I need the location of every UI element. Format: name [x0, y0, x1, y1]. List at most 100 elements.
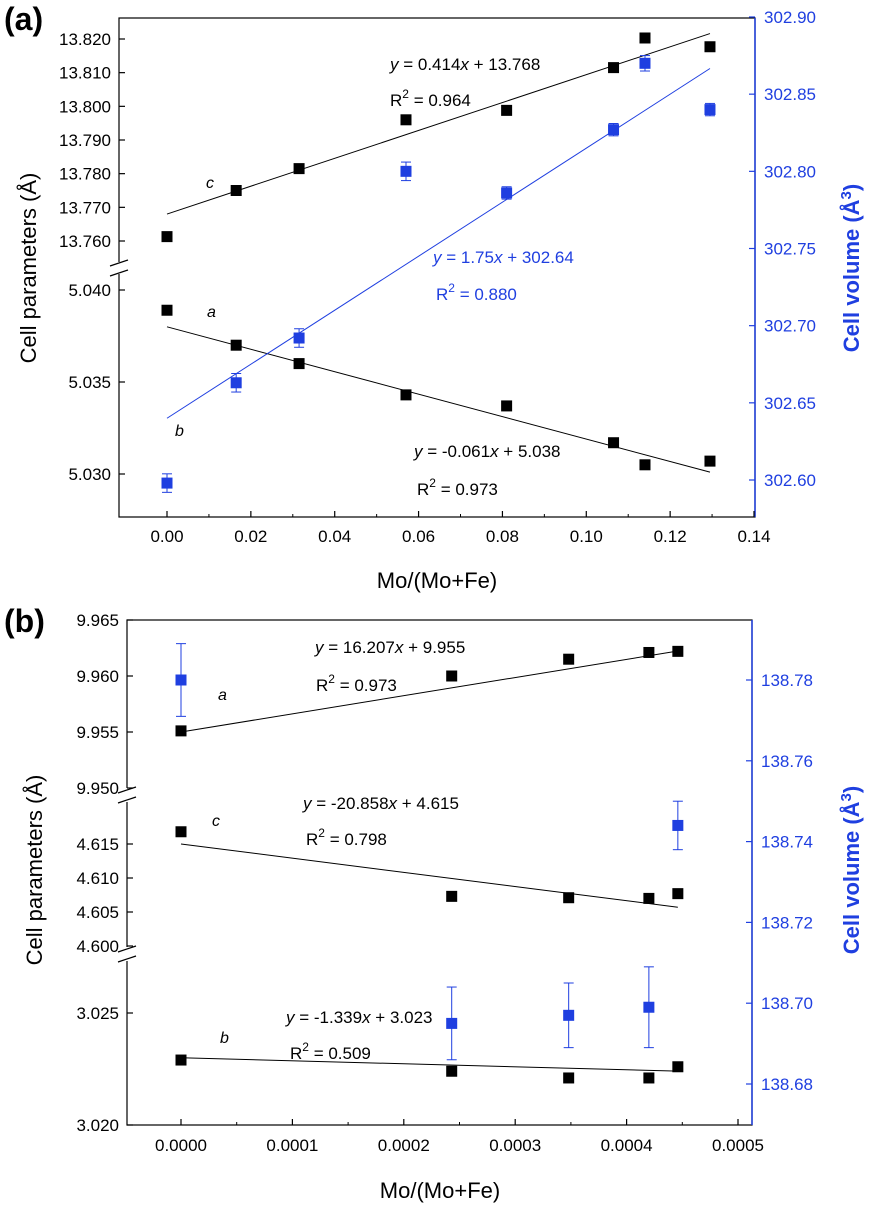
y2-tick-label: 302.85	[764, 85, 816, 104]
y2-tick-label: 138.76	[761, 752, 813, 771]
panel-b-label: (b)	[4, 603, 45, 639]
panel-a: (a) 0.00 0.02 0.04 0.06 0.08 0.10 0.12 0.14 13.…	[4, 1, 864, 593]
fit-line-a	[166, 326, 711, 473]
panel-b-ylabel-right: Cell volume (Å3)	[838, 786, 864, 954]
y-tick-label: 3.020	[76, 1116, 119, 1135]
data-point-a	[563, 653, 575, 665]
data-point-c	[161, 231, 173, 243]
svg-text:R2 = 0.973: R2 = 0.973	[417, 476, 498, 499]
data-point-c	[293, 163, 305, 175]
x-tick-label: 0.04	[318, 527, 351, 546]
y2-tick-label: 138.74	[761, 833, 813, 852]
data-point-a	[639, 459, 651, 471]
svg-text:R2 = 0.973: R2 = 0.973	[316, 672, 397, 695]
data-point-b	[563, 1072, 575, 1084]
panel-b: (b) 0.0000 0.0001 0.0002 0.0003 0.0004 0.0005…	[4, 603, 864, 1203]
x-tick-label: 0.0003	[489, 1136, 541, 1155]
panel-a-fit-lines	[166, 33, 711, 473]
data-point-b	[293, 332, 305, 344]
x-tick-label: 0.0005	[712, 1136, 764, 1155]
fit-line-b	[166, 68, 711, 419]
panel-a-label-a: a	[207, 304, 216, 321]
y2-tick-label: 138.72	[761, 913, 813, 932]
data-point-c	[175, 826, 187, 838]
panel-a-fit-a-eq: y = -0.061x + 5.038 R2 = 0.973	[413, 442, 561, 499]
panel-a-ylabel-right: Cell volume (Å3)	[838, 184, 864, 352]
y-tick-label: 5.040	[68, 281, 111, 300]
data-point-cell-volume	[563, 1009, 575, 1021]
data-point-a	[501, 400, 513, 412]
panel-a-ylabel-left: Cell parameters (Å)	[16, 173, 41, 364]
y-tick-label: 4.605	[76, 903, 119, 922]
data-point-a	[608, 437, 620, 449]
y-tick-label: 4.615	[76, 835, 119, 854]
data-point-cell-volume	[643, 1001, 655, 1013]
svg-text:y = -20.858x + 4.615: y = -20.858x + 4.615	[302, 794, 459, 813]
x-tick-label: 0.08	[486, 527, 519, 546]
data-point-a	[672, 645, 684, 657]
svg-text:y = 0.414x + 13.768: y = 0.414x + 13.768	[389, 55, 540, 74]
fit-line-c	[180, 843, 678, 908]
x-tick-label: 0.12	[654, 527, 687, 546]
y-tick-label: 4.600	[76, 937, 119, 956]
panel-a-xlabel: Mo/(Mo+Fe)	[377, 568, 497, 593]
data-point-cell-volume	[446, 1017, 458, 1029]
panel-b-fit-b-eq: y = -1.339x + 3.023 R2 = 0.509	[285, 1008, 433, 1063]
y2-tick-label: 302.60	[764, 471, 816, 490]
data-point-a	[161, 304, 173, 316]
panel-a-y-ticks-a: 5.030 5.035 5.040	[68, 281, 125, 484]
panel-b-y-ticks-c: 4.600 4.605 4.610 4.615	[76, 835, 133, 956]
panel-b-label-c: c	[212, 813, 220, 830]
x-tick-label: 0.0001	[266, 1136, 318, 1155]
panel-b-axis-break-2	[117, 945, 137, 963]
data-point-a	[400, 389, 412, 401]
data-point-b	[175, 1054, 187, 1066]
y-tick-label: 4.610	[76, 869, 119, 888]
y-tick-label: 5.030	[68, 465, 111, 484]
data-point-b	[639, 57, 651, 69]
y-tick-label: 5.035	[68, 373, 111, 392]
data-point-cell-volume	[175, 674, 187, 686]
y2-tick-label: 302.65	[764, 394, 816, 413]
svg-text:R2 = 0.798: R2 = 0.798	[306, 826, 387, 849]
data-point-b	[446, 1065, 458, 1077]
panel-a-label: (a)	[4, 1, 43, 37]
y2-tick-label: 138.70	[761, 994, 813, 1013]
panel-b-y-ticks-a: 9.950 9.955 9.960 9.965	[76, 611, 133, 798]
data-point-b	[161, 477, 173, 489]
data-point-a	[643, 646, 655, 658]
y-tick-label: 9.955	[76, 723, 119, 742]
panel-b-fit-c-eq: y = -20.858x + 4.615 R2 = 0.798	[302, 794, 459, 849]
panel-b-x-ticks: 0.0000 0.0001 0.0002 0.0003 0.0004 0.0005	[155, 1119, 764, 1155]
y2-tick-label: 302.75	[764, 240, 816, 259]
x-tick-label: 0.02	[234, 527, 267, 546]
x-tick-label: 0.06	[402, 527, 435, 546]
data-point-c	[672, 888, 684, 900]
panel-b-fit-a-eq: y = 16.207x + 9.955 R2 = 0.973	[314, 638, 465, 695]
data-point-b	[400, 165, 412, 177]
x-tick-label: 0.0004	[601, 1136, 653, 1155]
data-point-a	[175, 725, 187, 737]
data-point-b	[501, 187, 513, 199]
y2-tick-label: 302.90	[764, 8, 816, 27]
panel-a-points	[161, 32, 716, 493]
data-point-a	[293, 358, 305, 370]
panel-a-x-ticks: 0.00 0.02 0.04 0.06 0.08 0.10 0.12 0.14	[150, 511, 771, 546]
y2-tick-label: 138.78	[761, 671, 813, 690]
x-tick-label: 0.0000	[155, 1136, 207, 1155]
data-point-b	[704, 104, 716, 116]
data-point-c	[400, 114, 412, 126]
svg-text:R2 = 0.880: R2 = 0.880	[436, 281, 517, 304]
x-tick-label: 0.00	[150, 527, 183, 546]
panel-b-y-ticks-b: 3.020 3.025	[76, 1004, 133, 1135]
y-tick-label: 3.025	[76, 1004, 119, 1023]
y-tick-label: 13.820	[59, 30, 111, 49]
data-point-a	[704, 455, 716, 467]
data-point-b	[608, 124, 620, 136]
y2-tick-label: 138.68	[761, 1075, 813, 1094]
x-tick-label: 0.14	[737, 527, 770, 546]
panel-a-label-c: c	[206, 175, 214, 192]
data-point-a	[230, 339, 242, 351]
data-point-b	[643, 1072, 655, 1084]
